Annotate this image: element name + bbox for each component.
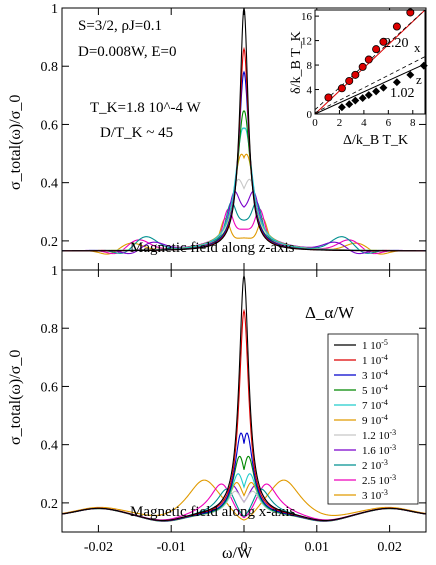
- tk-line: T_K=1.8 10^-4 W: [90, 100, 201, 116]
- bottom-x-ticks: -0.02 -0.01 0 0.01 0.02: [84, 270, 402, 555]
- inset-x-tick-label: 8: [410, 117, 416, 129]
- legend-label-5: 9 10-4: [362, 413, 388, 428]
- inset-plot: [314, 8, 428, 115]
- x-tick-label: -0.01: [157, 540, 186, 555]
- y-tick-label: 0.4: [41, 177, 59, 192]
- inset-point-x: [351, 70, 360, 79]
- inset-frame: [314, 9, 426, 115]
- inset-y-label: δ/k_B T_K: [289, 31, 304, 94]
- inset-point-x: [345, 76, 354, 85]
- legend-label-4: 7 10-4: [362, 398, 388, 413]
- bottom-y-label: σ_total(ω)/σ_0: [7, 350, 24, 445]
- y-tick-label: 1: [51, 2, 58, 17]
- inset-y-tick-label: 8: [307, 60, 313, 72]
- legend-label-0: 1 10-5: [362, 338, 388, 353]
- inset-y-tick-label: 16: [301, 11, 313, 23]
- x-tick-label: 0: [241, 540, 248, 555]
- x-tick-label: 0.01: [305, 540, 330, 555]
- inset-slope-x: 2.20: [384, 36, 409, 51]
- top-x-ticks: [97, 8, 391, 270]
- legend-box: [327, 333, 419, 505]
- legend-label-3: 5 10-4: [362, 383, 388, 398]
- legend-label-9: 2.5 10-3: [362, 473, 396, 488]
- top-field-label: Magnetic field along z-axis: [130, 240, 295, 256]
- y-tick-label: 1: [51, 264, 58, 279]
- inset-ticks: 0 4 8 12 16 0 2 4 6 8: [301, 11, 416, 129]
- inset-series-z-label: z: [416, 72, 422, 87]
- params-line-2: D=0.008W, E=0: [78, 44, 176, 60]
- inset-x-tick-label: 0: [312, 117, 318, 129]
- top-y-ticks: 0.2 0.4 0.6 0.8 1: [41, 2, 426, 250]
- y-tick-label: 0.4: [41, 439, 59, 454]
- inset-slope-z: 1.02: [390, 86, 415, 101]
- inset-y-tick-label: 12: [301, 36, 312, 48]
- inset-point-x: [324, 93, 333, 102]
- legend: 1 10-51 10-43 10-45 10-47 10-49 10-41.2 …: [327, 333, 419, 505]
- inset-x-label: Δ/k_B T_K: [343, 133, 408, 148]
- inset-point-x: [392, 22, 401, 31]
- legend-label-7: 1.6 10-3: [362, 443, 396, 458]
- x-tick-label: 0.02: [377, 540, 402, 555]
- y-tick-label: 0.6: [41, 118, 59, 133]
- inset-x-tick-label: 6: [386, 117, 392, 129]
- legend-label-8: 2 10-3: [362, 458, 388, 473]
- y-tick-label: 0.8: [41, 322, 59, 337]
- inset-point-x: [406, 8, 415, 17]
- legend-label-10: 3 10-3: [362, 488, 388, 503]
- y-tick-label: 0.2: [41, 497, 59, 512]
- legend-title: Δ_α/W: [305, 303, 355, 322]
- x-axis-label: ω/W: [222, 545, 253, 562]
- series-line-10: [61, 479, 427, 521]
- inset-y-tick-label: 0: [307, 109, 313, 121]
- bottom-field-label: Magnetic field along x-axis: [130, 504, 296, 520]
- y-tick-label: 0.2: [41, 235, 59, 250]
- params-line-1: S=3/2, ρJ=0.1: [78, 18, 162, 34]
- legend-label-2: 3 10-4: [362, 368, 388, 383]
- inset-panel: 0 4 8 12 16 0 2 4 6 8 2.20 x 1.02 z Δ/k_B T_K δ/k…: [289, 8, 428, 148]
- ratio-line: D/T_K ~ 45: [100, 125, 173, 141]
- y-tick-label: 0.6: [41, 380, 59, 395]
- bottom-curves: [61, 275, 427, 522]
- inset-fit-z: [314, 63, 426, 115]
- inset-point-x: [372, 45, 381, 54]
- top-panel: 0.2 0.4 0.6 0.8 1 S=3/2, ρJ=0.1 D=0.008W, E=…: [7, 2, 427, 271]
- legend-label-6: 1.2 10-3: [362, 428, 396, 443]
- legend-label-1: 1 10-4: [362, 353, 388, 368]
- series-line-7: [61, 190, 427, 255]
- series-line-10: [62, 217, 426, 255]
- inset-point-x: [337, 84, 346, 93]
- legend-items: 1 10-51 10-43 10-45 10-47 10-49 10-41.2 …: [334, 338, 396, 503]
- inset-x-tick-label: 4: [361, 117, 367, 129]
- inset-point-x: [364, 55, 373, 64]
- inset-point-x: [358, 62, 367, 71]
- inset-series-x-label: x: [414, 40, 421, 55]
- bottom-panel: 0.2 0.4 0.6 0.8 1 -0.02 -0.01 0 0.01 0.02 Magnet…: [7, 264, 427, 562]
- x-tick-label: -0.02: [84, 540, 113, 555]
- y-tick-label: 0.8: [41, 60, 59, 75]
- inset-point-x: [379, 37, 388, 46]
- inset-y-tick-label: 4: [307, 85, 313, 97]
- top-y-label: σ_total(ω)/σ_0: [7, 95, 24, 190]
- bottom-y-ticks: 0.2 0.4 0.6 0.8 1: [41, 264, 426, 512]
- inset-x-tick-label: 2: [337, 117, 343, 129]
- inset-dashed-x: [314, 9, 426, 111]
